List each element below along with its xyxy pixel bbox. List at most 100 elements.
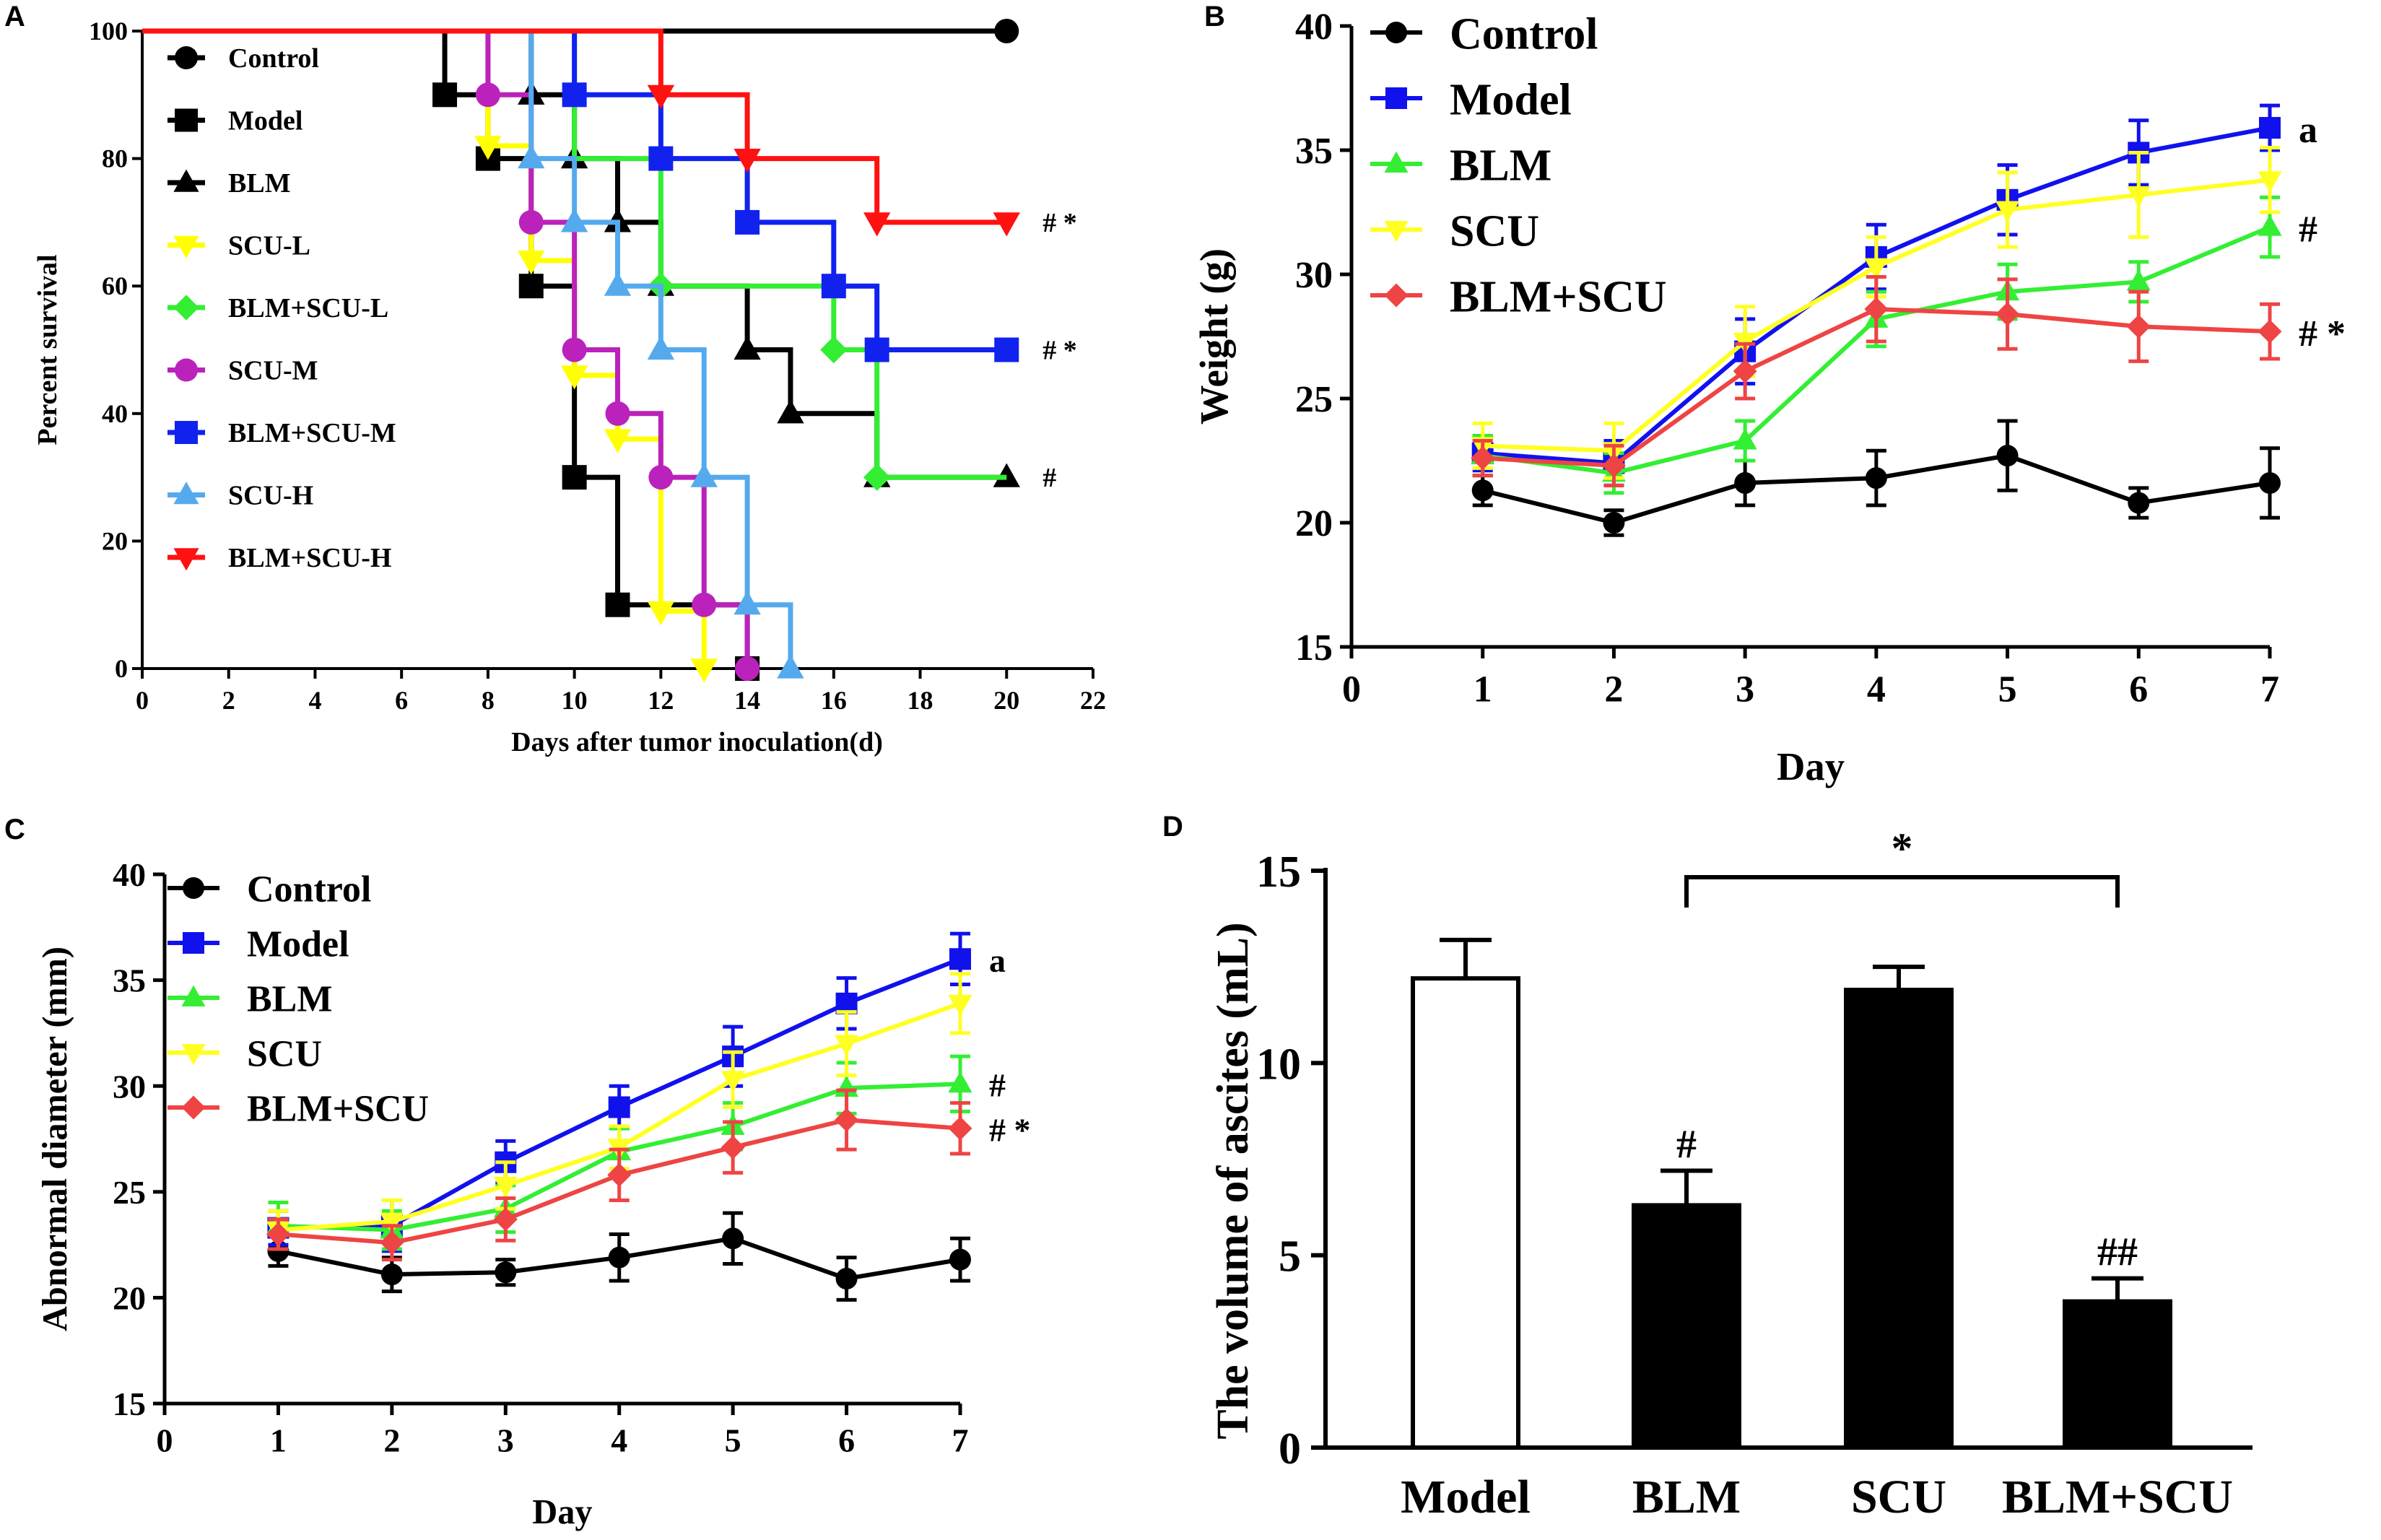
legend-marker-blm-plus-scu — [1384, 283, 1409, 308]
survival-marker-scu-l — [474, 136, 502, 160]
data-point-control — [949, 1248, 971, 1271]
y-tick-label: 60 — [102, 271, 128, 300]
y-axis-title: The volume of ascites (mL) — [1209, 922, 1258, 1439]
survival-marker-scu-m — [648, 465, 674, 490]
legend-label-scu: SCU — [1450, 206, 1539, 256]
survival-marker-scu-h — [734, 591, 761, 615]
significance-label-blm: # — [2299, 209, 2317, 250]
data-point-blm — [948, 1071, 972, 1093]
bar-group-blm-plus-scu: BLM+SCU ## — [2002, 1230, 2233, 1523]
bar-significance-label-blm: # — [1676, 1122, 1697, 1167]
x-axis-title: Day — [532, 1493, 592, 1531]
legend-marker-model — [183, 932, 204, 954]
legend-marker-blm-plus-scu-m — [175, 421, 198, 444]
series-scu-h — [142, 28, 804, 679]
survival-marker-scu-m — [475, 82, 500, 108]
data-point-control — [2128, 492, 2150, 514]
data-point-blm-plus-scu — [1733, 359, 1757, 383]
survival-marker-scu-m — [692, 592, 717, 617]
series-blm-plus-scu: # * — [1471, 274, 2346, 487]
data-point-blm-plus-scu — [1995, 302, 2020, 326]
data-point-control — [495, 1261, 517, 1284]
survival-marker-scu-m — [605, 401, 630, 426]
x-tick-label: 5 — [725, 1422, 741, 1459]
significance-label-blm-plus-scu: # * — [989, 1111, 1031, 1148]
x-tick-label: 0 — [157, 1422, 173, 1459]
panel-label-a: A — [4, 1, 25, 32]
significance-label-model: a — [2299, 110, 2317, 151]
legend-marker-control — [175, 46, 198, 69]
x-axis-title: Day — [1777, 744, 1845, 788]
x-tick-label: 6 — [2129, 669, 2148, 710]
panel-a-survival-chart: 0 20 40 60 80 100 0 2 4 6 8 10 12 14 16 18 20 22 Days afte… — [32, 17, 1106, 757]
legend-label-model: Model — [1450, 75, 1572, 124]
legend-marker-control — [1385, 22, 1407, 43]
data-point-control — [835, 1268, 858, 1290]
data-point-control — [1603, 512, 1625, 534]
data-point-blm-plus-scu — [380, 1230, 404, 1255]
series-blm-plus-scu-m: # * — [142, 28, 1077, 366]
y-tick-label: 40 — [113, 856, 146, 893]
bar-group-scu: SCU — [1844, 965, 1954, 1523]
category-label-scu: SCU — [1851, 1471, 1946, 1523]
data-point-blm — [2258, 214, 2282, 236]
data-point-scu — [2126, 186, 2151, 208]
data-point-blm-plus-scu — [1471, 446, 1495, 471]
y-tick-label: 40 — [1295, 6, 1333, 48]
survival-marker-scu-h — [777, 654, 804, 679]
panel-label-c: C — [4, 814, 25, 845]
y-tick-label: 20 — [113, 1280, 146, 1317]
series-control — [1471, 419, 2281, 537]
comparison-bracket-label: * — [1892, 825, 1913, 872]
series-blm: # — [266, 1054, 1006, 1251]
survival-marker-scu-l — [560, 365, 588, 390]
legend-label-scu-h: SCU-H — [228, 481, 313, 511]
x-tick-label: 3 — [1736, 669, 1754, 710]
y-tick-label: 30 — [1295, 255, 1333, 296]
survival-marker-blm-plus-scu-m — [864, 337, 889, 362]
y-tick-label: 20 — [102, 526, 128, 555]
legend-marker-scu — [181, 1044, 206, 1066]
legend-label-blm-plus-scu: BLM+SCU — [1450, 272, 1667, 321]
y-tick-label: 5 — [1279, 1232, 1301, 1282]
survival-marker-model — [432, 82, 458, 108]
x-tick-label: 7 — [952, 1422, 969, 1459]
legend-marker-scu-h — [173, 482, 199, 505]
x-tick-label: 10 — [562, 686, 588, 715]
data-point-blm-plus-scu — [1864, 297, 1889, 321]
y-axis-title: Abnormal diameter (mm) — [36, 947, 74, 1331]
survival-marker-blm-plus-scu-h — [993, 212, 1020, 237]
survival-marker-scu-h — [647, 335, 675, 360]
significance-label-blm-plus-scu-m: # * — [1042, 336, 1077, 366]
y-tick-label: 10 — [1256, 1040, 1301, 1089]
y-tick-label: 80 — [102, 144, 128, 173]
x-tick-label: 1 — [1474, 669, 1492, 710]
y-tick-label: 15 — [1256, 848, 1301, 897]
x-tick-label: 16 — [821, 686, 847, 715]
legend-marker-blm — [181, 985, 206, 1006]
significance-label-blm-plus-scu: # * — [2299, 313, 2346, 354]
x-tick-label: 2 — [383, 1422, 400, 1459]
survival-marker-blm-plus-scu-h — [647, 84, 675, 109]
panel-label-b: B — [1204, 1, 1225, 32]
y-tick-label: 0 — [1279, 1424, 1301, 1474]
legend-marker-blm-plus-scu-l — [173, 295, 199, 321]
legend-marker-scu-l — [173, 235, 199, 258]
data-point-blm-plus-scu — [2258, 319, 2282, 344]
survival-line-blm-plus-scu-h — [142, 28, 1007, 225]
data-point-blm-plus-scu — [493, 1207, 518, 1232]
survival-marker-blm-plus-scu-m — [648, 146, 674, 171]
data-point-blm-plus-scu — [2126, 314, 2151, 339]
survival-marker-blm-plus-scu-m — [994, 337, 1019, 362]
data-point-model — [949, 948, 971, 970]
legend-marker-blm — [173, 169, 199, 192]
legend-label-scu-m: SCU-M — [228, 356, 318, 386]
data-point-scu — [380, 1212, 404, 1235]
survival-marker-scu-m — [518, 209, 544, 235]
x-tick-label: 12 — [648, 686, 674, 715]
series-scu-m — [142, 28, 760, 681]
legend-marker-blm-plus-scu — [181, 1095, 206, 1120]
legend-label-blm: BLM — [228, 168, 291, 199]
x-tick-label: 20 — [993, 686, 1019, 715]
significance-label-model: a — [989, 942, 1006, 979]
